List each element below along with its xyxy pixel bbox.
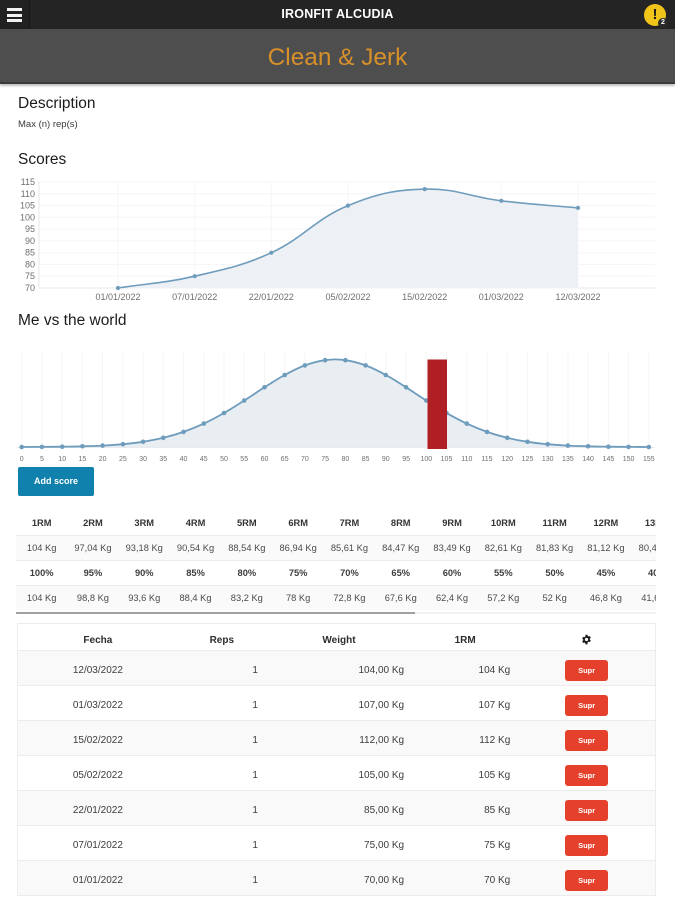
svg-text:35: 35 — [159, 456, 167, 463]
svg-text:115: 115 — [21, 177, 35, 187]
svg-text:70: 70 — [301, 456, 309, 463]
svg-text:05/02/2022: 05/02/2022 — [325, 292, 370, 302]
svg-text:145: 145 — [603, 456, 615, 463]
svg-text:22/01/2022: 22/01/2022 — [249, 292, 294, 302]
svg-text:12/03/2022: 12/03/2022 — [555, 292, 600, 302]
svg-text:105: 105 — [20, 201, 35, 211]
svg-text:120: 120 — [501, 456, 513, 463]
svg-text:110: 110 — [461, 456, 472, 463]
svg-text:65: 65 — [281, 456, 289, 463]
svg-text:90: 90 — [25, 236, 35, 246]
svg-text:85: 85 — [25, 248, 35, 258]
svg-text:07/01/2022: 07/01/2022 — [172, 292, 217, 302]
svg-text:140: 140 — [582, 456, 594, 463]
svg-text:90: 90 — [382, 456, 390, 463]
svg-text:75: 75 — [25, 271, 35, 281]
svg-text:15: 15 — [79, 456, 87, 463]
svg-text:110: 110 — [21, 189, 35, 199]
svg-text:135: 135 — [562, 456, 574, 463]
svg-text:5: 5 — [40, 456, 44, 463]
svg-text:115: 115 — [481, 456, 492, 463]
svg-text:100: 100 — [20, 212, 35, 222]
svg-text:150: 150 — [623, 456, 635, 463]
svg-text:55: 55 — [240, 456, 248, 463]
svg-text:70: 70 — [25, 283, 35, 293]
svg-text:30: 30 — [139, 456, 147, 463]
svg-text:01/01/2022: 01/01/2022 — [95, 292, 140, 302]
svg-text:75: 75 — [321, 456, 329, 463]
svg-text:50: 50 — [220, 456, 228, 463]
svg-text:0: 0 — [20, 456, 24, 463]
svg-text:10: 10 — [58, 456, 66, 463]
svg-text:95: 95 — [402, 456, 410, 463]
svg-text:60: 60 — [261, 456, 269, 463]
svg-text:100: 100 — [420, 456, 432, 463]
svg-text:85: 85 — [362, 456, 370, 463]
svg-text:45: 45 — [200, 456, 208, 463]
svg-text:95: 95 — [25, 224, 35, 234]
svg-text:20: 20 — [99, 456, 107, 463]
svg-text:80: 80 — [25, 259, 35, 269]
svg-text:25: 25 — [119, 456, 127, 463]
svg-text:125: 125 — [522, 456, 534, 463]
svg-text:40: 40 — [180, 456, 188, 463]
svg-text:155: 155 — [643, 456, 655, 463]
svg-text:80: 80 — [342, 456, 350, 463]
svg-text:105: 105 — [441, 456, 453, 463]
svg-text:01/03/2022: 01/03/2022 — [479, 292, 524, 302]
svg-text:130: 130 — [542, 456, 554, 463]
svg-text:15/02/2022: 15/02/2022 — [402, 292, 447, 302]
